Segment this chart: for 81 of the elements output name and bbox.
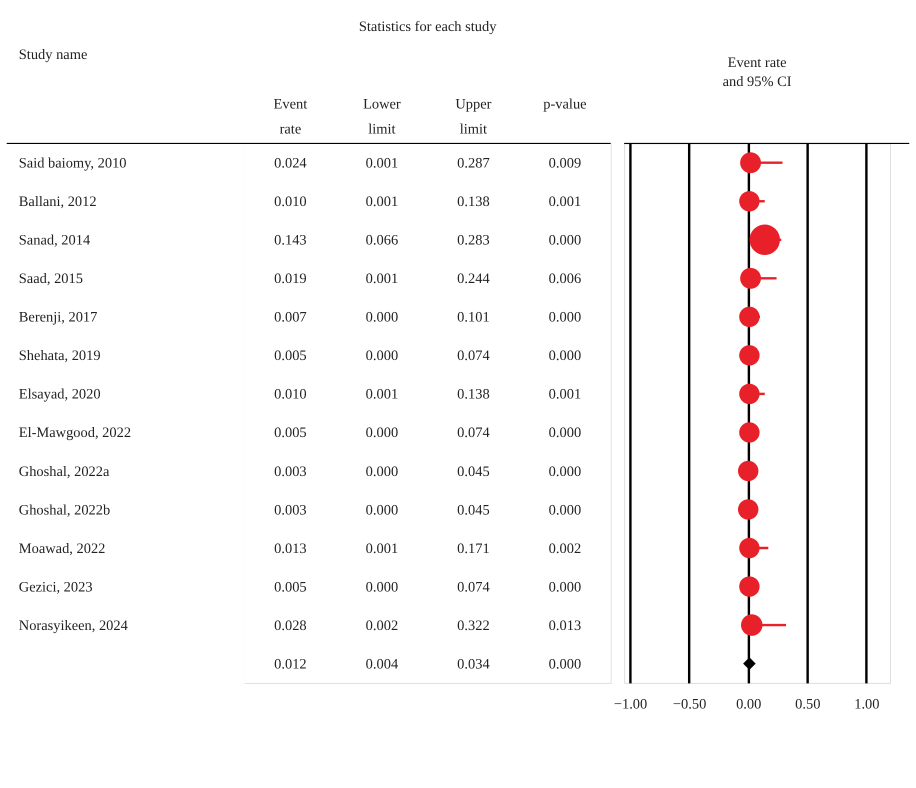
y-tick-label: Said baiomy, 2010	[18, 156, 127, 172]
data-label: 0.000	[548, 656, 582, 672]
data-label: 0.287	[457, 156, 490, 172]
data-label: 0.000	[366, 310, 398, 326]
data-label: 0.009	[548, 156, 582, 172]
x-tick-label: Event rate	[274, 96, 308, 138]
x-tick-label: −1.00	[614, 696, 648, 712]
data-label: 0.019	[274, 271, 307, 288]
data-label: 0.171	[457, 540, 490, 557]
data-label: 0.143	[274, 232, 307, 249]
data-label: 0.101	[457, 310, 490, 326]
y-tick-label: Norasyikeen, 2024	[18, 618, 128, 634]
data-label: 0.001	[548, 386, 582, 403]
data-label: 0.074	[457, 425, 490, 442]
data-label: 0.244	[457, 271, 490, 288]
x-tick-label: 0.50	[795, 696, 820, 712]
chart-title: Event rate and 95% CI	[722, 54, 792, 90]
x-tick-label: Lower limit	[363, 96, 401, 138]
data-label: 0.000	[548, 232, 582, 249]
data-label: 0.028	[274, 618, 307, 634]
data-label: 0.004	[366, 656, 398, 672]
data-label: 0.001	[366, 156, 398, 172]
data-label: 0.010	[274, 386, 307, 403]
data-label: 0.322	[457, 618, 490, 634]
data-label: 0.000	[548, 425, 582, 442]
data-label: 0.002	[366, 618, 398, 634]
x-tick-label: Upper limit	[455, 96, 492, 138]
data-label: 0.001	[366, 194, 398, 210]
y-tick-label: Berenji, 2017	[18, 310, 98, 326]
y-tick-label: Saad, 2015	[18, 271, 83, 288]
data-label: 0.074	[457, 579, 490, 596]
data-label: 0.013	[274, 540, 307, 557]
chart-title: Statistics for each study	[358, 18, 498, 35]
data-label: 0.000	[366, 348, 398, 364]
data-label: 0.034	[457, 656, 490, 672]
data-label: 0.012	[274, 656, 307, 672]
data-label: 0.002	[548, 540, 582, 557]
x-tick-label: p-value	[543, 96, 587, 112]
data-label: 0.000	[366, 464, 398, 480]
data-label: 0.003	[274, 502, 307, 518]
data-label: 0.000	[548, 502, 582, 518]
data-label: 0.001	[548, 194, 582, 210]
data-label: 0.000	[366, 579, 398, 596]
data-label: 0.001	[366, 540, 398, 557]
y-tick-label: Sanad, 2014	[18, 232, 90, 249]
data-label: 0.045	[457, 464, 490, 480]
data-label: 0.074	[457, 348, 490, 364]
y-tick-label: Elsayad, 2020	[18, 386, 101, 403]
data-label: 0.006	[548, 271, 582, 288]
y-tick-label: El-Mawgood, 2022	[18, 425, 132, 442]
data-label: 0.007	[274, 310, 307, 326]
data-label: 0.005	[274, 348, 307, 364]
data-label: 0.024	[274, 156, 307, 172]
data-label: 0.000	[366, 425, 398, 442]
data-label: 0.013	[548, 618, 582, 634]
y-tick-label: Shehata, 2019	[18, 348, 101, 364]
data-label: 0.000	[548, 579, 582, 596]
data-label: 0.000	[548, 310, 582, 326]
data-label: 0.000	[366, 502, 398, 518]
data-label: 0.138	[457, 386, 490, 403]
data-label: 0.066	[366, 232, 398, 249]
data-label: 0.003	[274, 464, 307, 480]
data-label: 0.000	[548, 348, 582, 364]
y-axis-title: Study name	[18, 47, 88, 64]
data-label: 0.138	[457, 194, 490, 210]
data-label: 0.000	[548, 464, 582, 480]
data-label: 0.283	[457, 232, 490, 249]
data-label: 0.010	[274, 194, 307, 210]
y-tick-label: Gezici, 2023	[18, 579, 93, 596]
y-tick-label: Moawad, 2022	[18, 540, 106, 557]
y-tick-label: Ballani, 2012	[18, 194, 97, 210]
x-tick-label: 1.00	[854, 696, 880, 712]
x-tick-label: −0.50	[672, 696, 706, 712]
y-tick-label: Ghoshal, 2022a	[18, 464, 110, 480]
data-label: 0.001	[366, 271, 398, 288]
data-label: 0.001	[366, 386, 398, 403]
x-tick-label: 0.00	[736, 696, 762, 712]
data-label: 0.045	[457, 502, 490, 518]
data-label: 0.005	[274, 425, 307, 442]
data-label: 0.005	[274, 579, 307, 596]
y-tick-label: Ghoshal, 2022b	[18, 502, 110, 518]
